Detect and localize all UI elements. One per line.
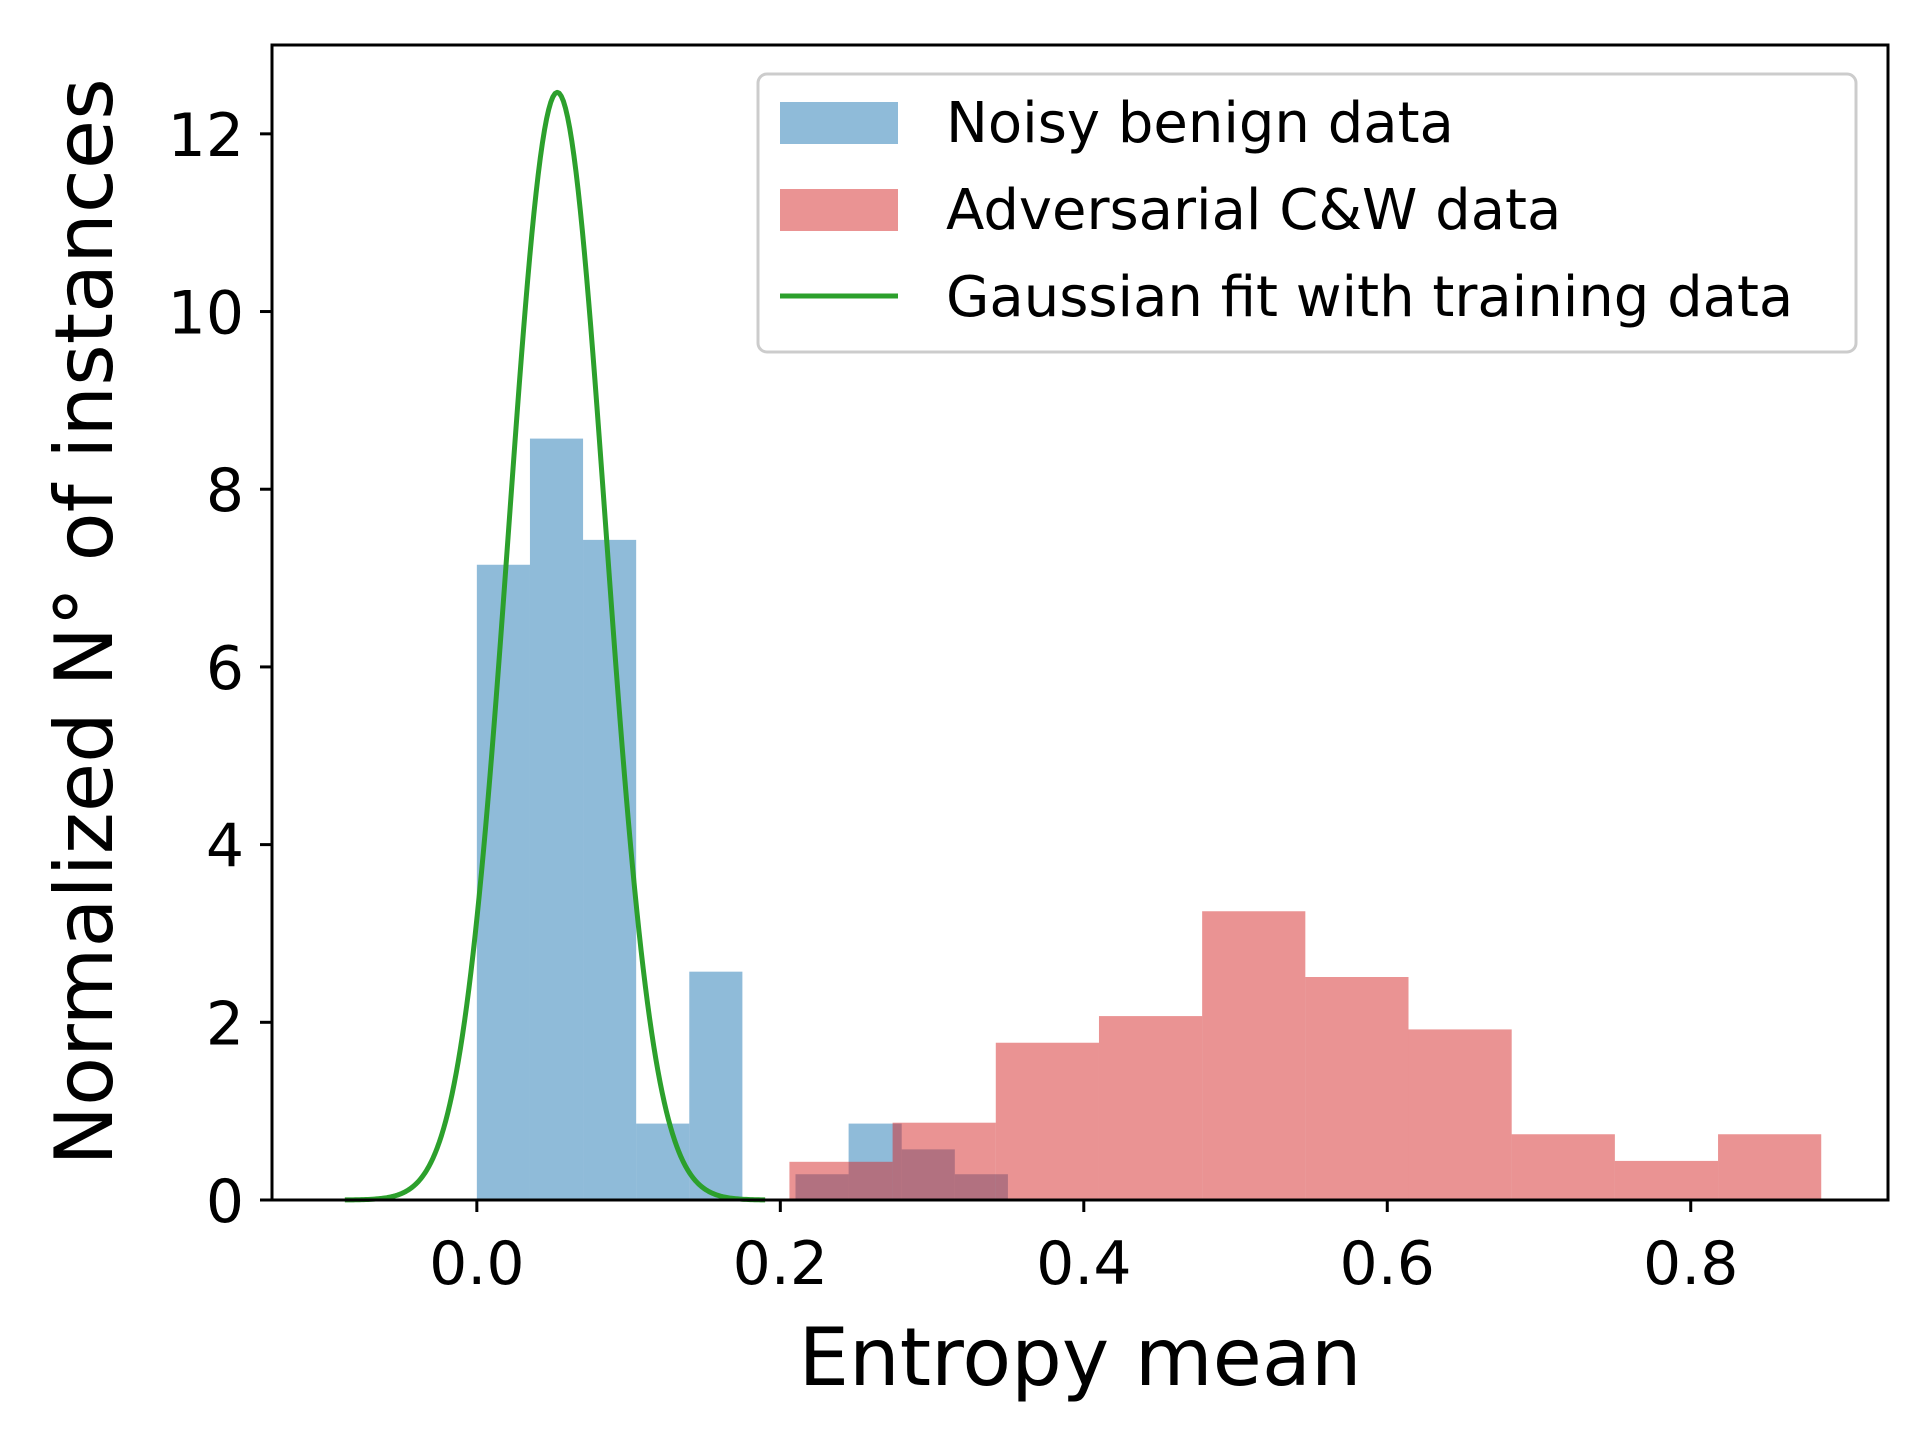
bar-adversarial-cw-9 (1718, 1134, 1822, 1200)
bar-adversarial-cw-7 (1511, 1134, 1615, 1200)
x-tick-label-0: 0.0 (429, 1229, 524, 1299)
bar-adversarial-cw-1 (892, 1122, 996, 1200)
y-axis-title: Normalized N° of instances (38, 78, 131, 1166)
legend-swatch-adversarial-cw (780, 189, 898, 231)
bar-noisy-benign-0 (476, 564, 530, 1200)
bar-adversarial-cw-8 (1614, 1160, 1719, 1200)
histogram-bars (476, 438, 1822, 1201)
bar-adversarial-cw-2 (995, 1042, 1099, 1200)
bar-adversarial-cw-5 (1305, 977, 1409, 1200)
x-tick-label-3: 0.6 (1340, 1229, 1435, 1299)
legend: Noisy benign data Adversarial C&W data G… (756, 72, 1858, 354)
gaussian-fit-layer (344, 89, 766, 1203)
y-tick-label-6: 12 (168, 101, 244, 171)
legend-swatch-noisy-benign (780, 102, 898, 144)
legend-label-noisy-benign: Noisy benign data (946, 91, 1454, 156)
bar-adversarial-cw-0 (789, 1161, 893, 1200)
x-tick-label-4: 0.8 (1643, 1229, 1738, 1299)
x-axis-title: Entropy mean (798, 1311, 1361, 1404)
bar-adversarial-cw-4 (1202, 911, 1306, 1200)
y-tick-label-2: 4 (206, 812, 244, 882)
plot-frame (270, 43, 1890, 1202)
bar-noisy-benign-3 (636, 1123, 690, 1200)
bar-adversarial-cw-3 (1098, 1016, 1203, 1200)
bar-noisy-benign-4 (689, 971, 743, 1200)
bar-noisy-benign-2 (583, 539, 637, 1200)
axis-ticks: 0.0 0.2 0.4 0.6 0.8 0 2 4 6 8 10 12 (168, 101, 1739, 1299)
y-tick-label-0: 0 (206, 1167, 244, 1237)
bar-noisy-benign-1 (529, 438, 584, 1201)
legend-box (756, 72, 1858, 354)
bar-adversarial-cw-6 (1408, 1029, 1512, 1200)
x-tick-label-2: 0.4 (1036, 1229, 1131, 1299)
legend-label-adversarial-cw: Adversarial C&W data (946, 178, 1561, 243)
x-tick-label-1: 0.2 (733, 1229, 828, 1299)
gaussian-fit-line (344, 89, 766, 1203)
y-tick-label-4: 8 (206, 456, 244, 526)
y-tick-label-3: 6 (206, 634, 244, 704)
y-tick-label-5: 10 (168, 279, 244, 349)
y-tick-label-1: 2 (206, 989, 244, 1059)
legend-label-gaussian-fit: Gaussian fit with training data (946, 265, 1793, 330)
